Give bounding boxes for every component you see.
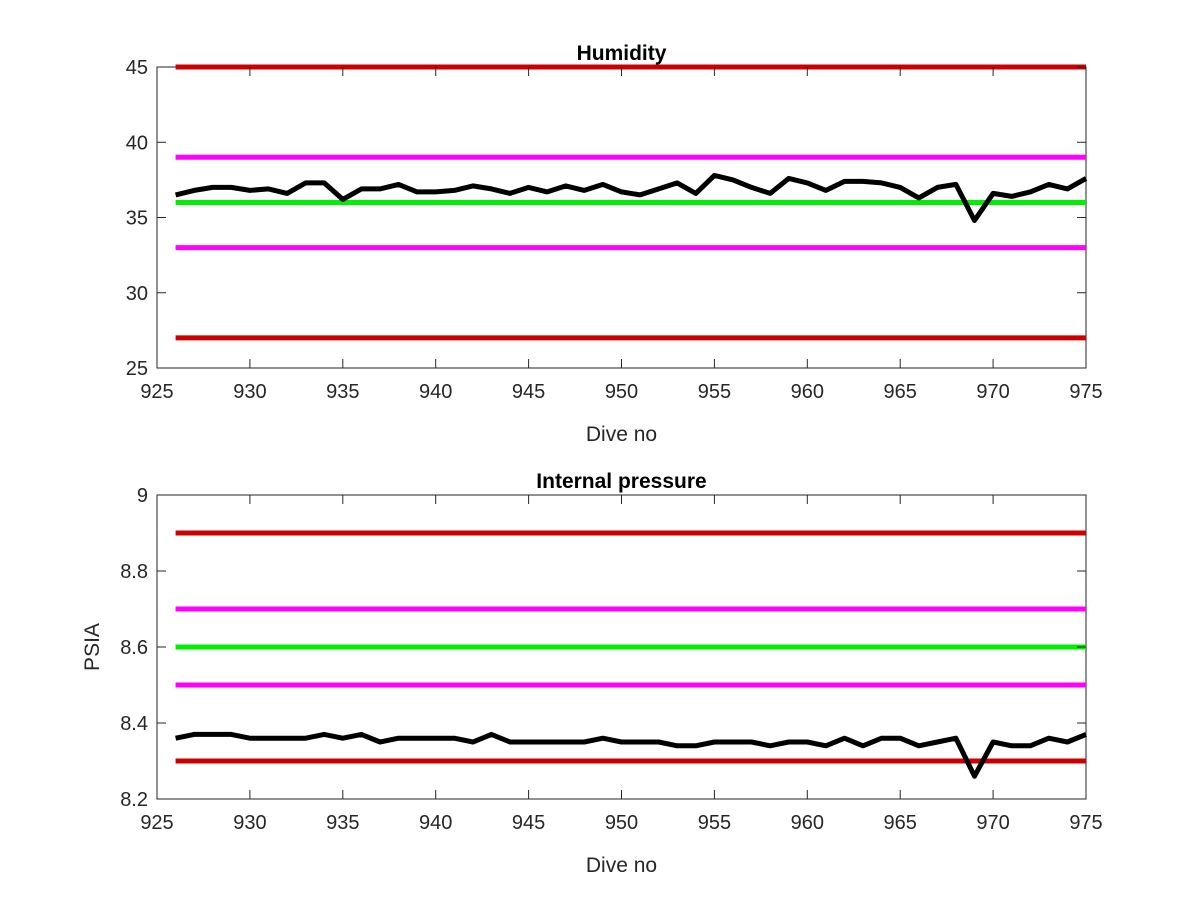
humidity-x-tick-label: 970 <box>976 381 1009 403</box>
internal-pressure-series-line-0 <box>175 731 1087 779</box>
humidity-y-tick-label: 45 <box>126 57 148 79</box>
humidity-x-axis-label: Dive no <box>586 423 657 446</box>
humidity-x-tick-label: 945 <box>512 381 545 403</box>
internal-pressure-x-tick-label: 930 <box>233 812 266 834</box>
internal-pressure-x-tick-label: 950 <box>605 812 638 834</box>
internal-pressure-x-tick-label: 945 <box>512 812 545 834</box>
humidity-x-tick-label: 930 <box>233 381 266 403</box>
internal-pressure-x-tick-label: 970 <box>976 812 1009 834</box>
humidity-y-tick-label: 35 <box>126 208 148 230</box>
internal-pressure-x-tick-label: 975 <box>1069 812 1102 834</box>
humidity-y-tick-label: 40 <box>126 132 148 154</box>
humidity-y-tick-label: 30 <box>126 283 148 305</box>
internal-pressure-x-tick-label: 955 <box>698 812 731 834</box>
internal-pressure-x-axis-label: Dive no <box>586 854 657 877</box>
internal-pressure-x-tick-label: 960 <box>791 812 824 834</box>
humidity-x-tick-label: 940 <box>419 381 452 403</box>
internal-pressure-y-tick-label: 8.2 <box>120 789 148 811</box>
internal-pressure-y-tick-label: 9 <box>137 485 148 507</box>
humidity-x-tick-label: 925 <box>140 381 173 403</box>
internal-pressure-x-tick-label: 935 <box>326 812 359 834</box>
internal-pressure-x-tick-label: 965 <box>884 812 917 834</box>
humidity-x-tick-label: 965 <box>884 381 917 403</box>
humidity-series-line-0 <box>175 172 1088 223</box>
internal-pressure-y-axis-label: PSIA <box>81 623 104 671</box>
internal-pressure-y-tick-label: 8.6 <box>120 637 148 659</box>
humidity-x-tick-label: 950 <box>605 381 638 403</box>
humidity-y-tick-label: 25 <box>126 358 148 380</box>
humidity-x-tick-label: 960 <box>791 381 824 403</box>
internal-pressure-chart: 925 930 935 940 945 950 955 960 965 970 975 8.2 8.4 8… <box>81 470 1103 877</box>
humidity-x-tick-label: 955 <box>698 381 731 403</box>
humidity-x-tick-label: 935 <box>326 381 359 403</box>
internal-pressure-chart-title: Internal pressure <box>536 470 706 493</box>
internal-pressure-y-tick-label: 8.4 <box>120 713 148 735</box>
internal-pressure-x-tick-label: 925 <box>140 812 173 834</box>
internal-pressure-y-tick-label: 8.8 <box>120 561 148 583</box>
humidity-chart: 925 930 935 940 945 950 955 960 965 970 975 25 30 35 4… <box>126 42 1103 446</box>
humidity-axes-box <box>156 66 1087 369</box>
internal-pressure-x-tick-label: 940 <box>419 812 452 834</box>
humidity-x-tick-label: 975 <box>1069 381 1102 403</box>
humidity-chart-title: Humidity <box>577 42 667 65</box>
